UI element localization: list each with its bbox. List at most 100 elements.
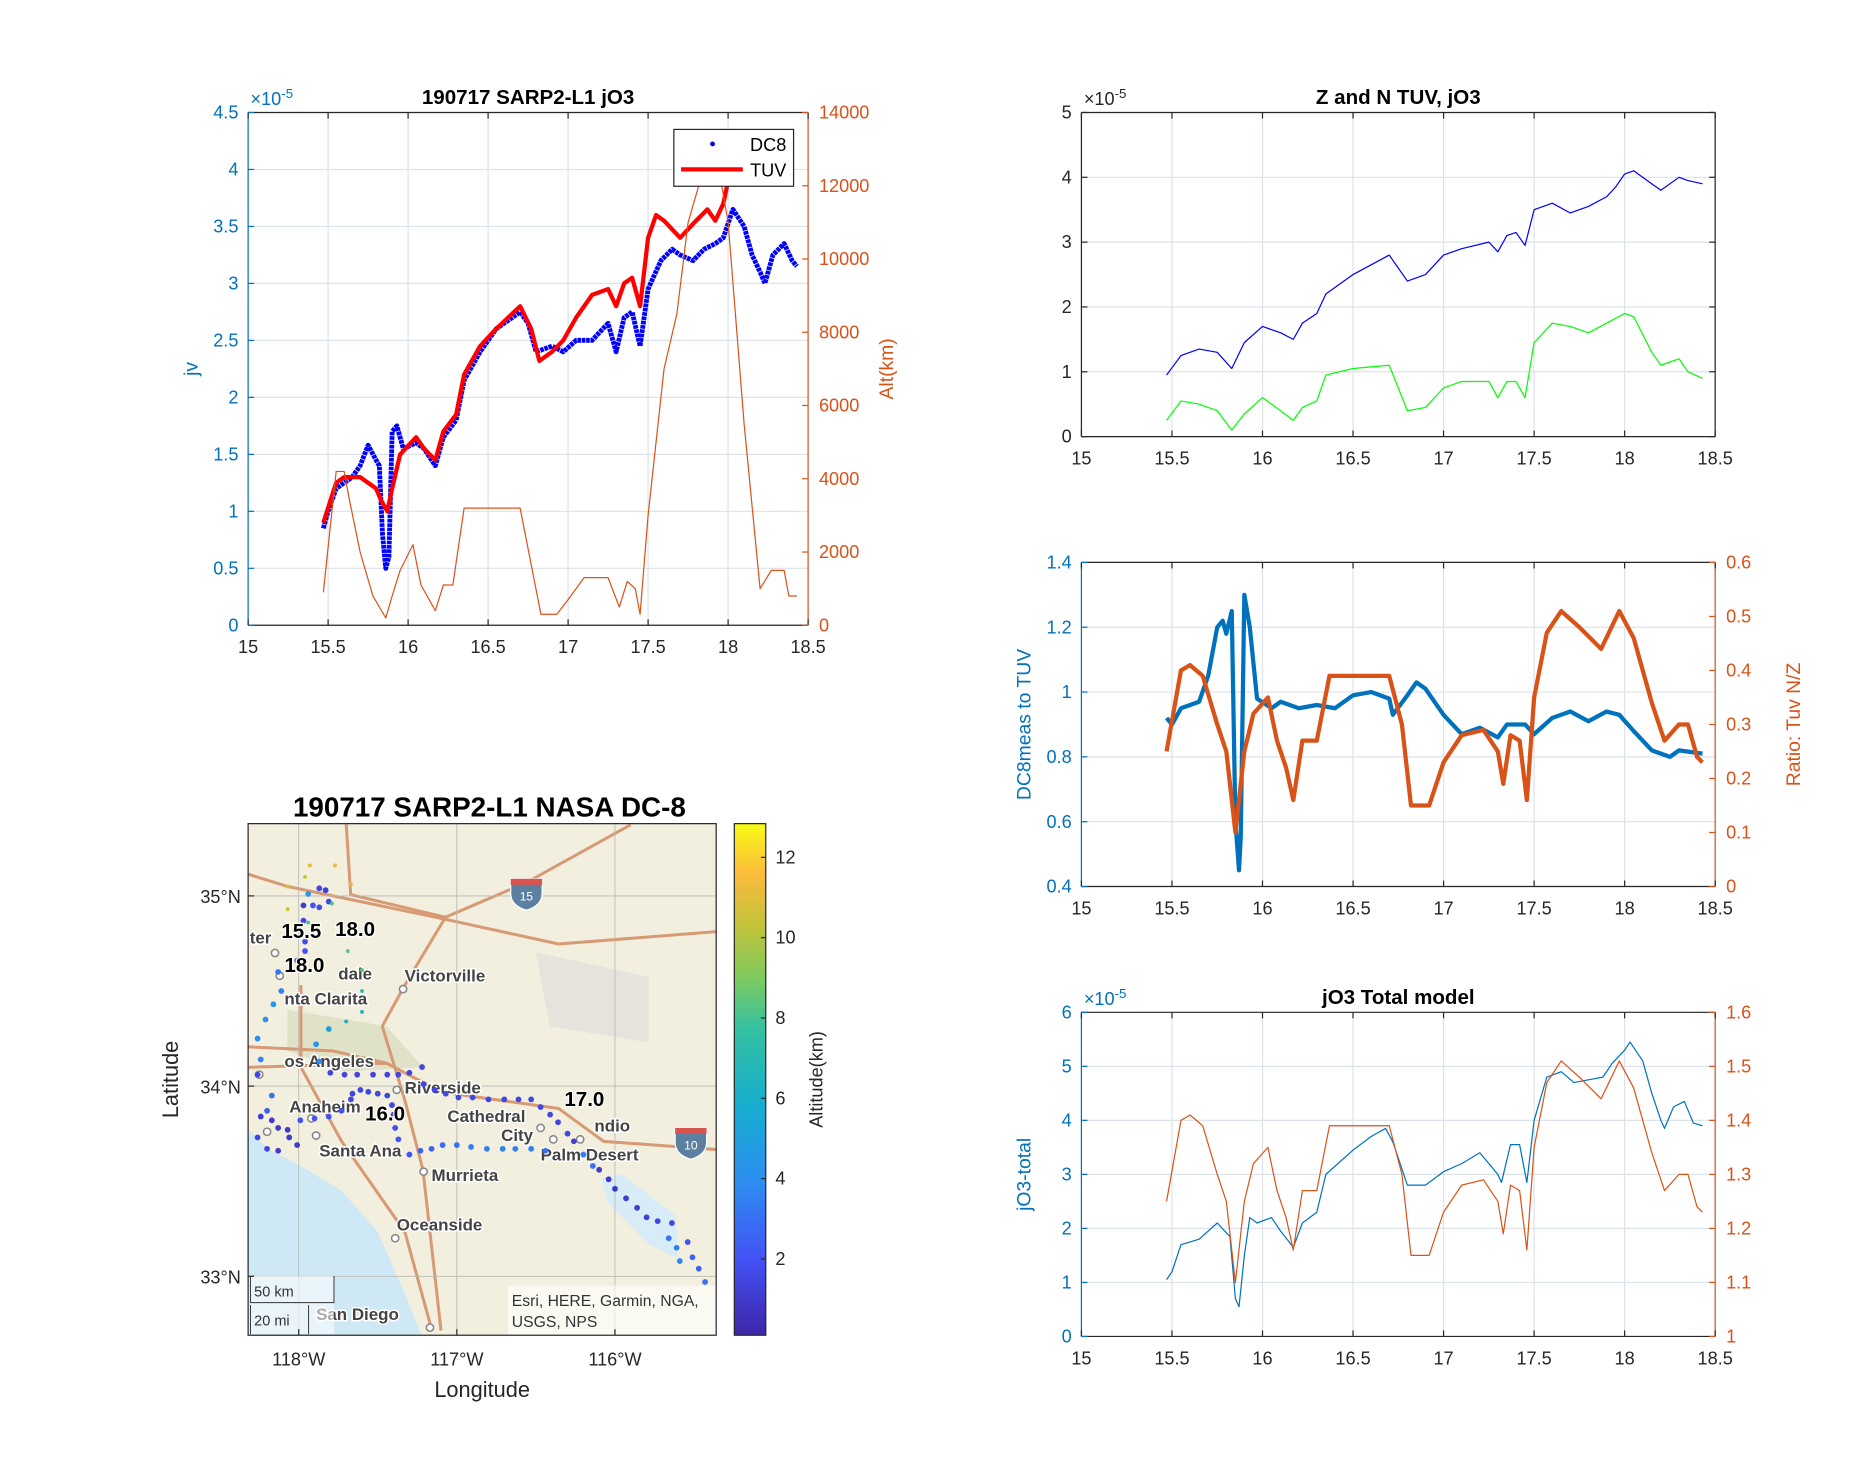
legend-box (673, 128, 795, 187)
series-line-tuv (321, 180, 731, 524)
x-tick-label: 18 (1615, 448, 1635, 468)
latitude-tick-label: 35°N (200, 887, 241, 907)
y-tick-label-right: 0 (1726, 877, 1736, 897)
y-tick-label-left: 1 (228, 501, 238, 521)
flight-track-point (305, 891, 312, 897)
y-tick-label-right: 4000 (819, 469, 859, 489)
chart-p2: 15 15.5 16 16.5 17 17.5 18 18.5 0 1 2 3 4 5 ×10-5 Z and… (1062, 86, 1733, 468)
flight-track-point (695, 1265, 702, 1272)
shield-icon (510, 878, 543, 911)
y-tick-label-right: 1.5 (1726, 1056, 1751, 1076)
x-tick-label: 16 (1252, 898, 1272, 918)
y-axis-label-right: Ratio: Tuv N/Z (1783, 662, 1805, 786)
series-line-z (1166, 170, 1703, 376)
longitude-tick-label: 116°W (588, 1349, 642, 1369)
flight-track-point (348, 882, 353, 887)
flight-track-point (547, 1111, 554, 1118)
x-tick-label: 16.5 (1335, 898, 1370, 918)
plot-area (1081, 112, 1716, 437)
flight-track-point (257, 1113, 264, 1120)
time-label: 16.0 (365, 1102, 405, 1125)
attribution-text: USGS, NPS (512, 1314, 598, 1331)
x-tick-label: 17.5 (1516, 448, 1551, 468)
colorbar-tick-label: 6 (775, 1088, 785, 1108)
latitude-tick-label: 34°N (200, 1077, 241, 1097)
flight-track-point (264, 1107, 270, 1114)
flight-track-point (284, 1126, 291, 1133)
y-tick-label-left: 3 (1062, 1164, 1072, 1184)
series-line-n (1166, 312, 1703, 431)
flight-track-point (294, 1142, 301, 1148)
flight-track-point (390, 1111, 397, 1118)
x-tick-label: 18 (718, 637, 738, 657)
desert-area (535, 952, 649, 1043)
road (248, 1061, 717, 1152)
shield-top (675, 1127, 707, 1134)
y-tick-label-left: 1.2 (1047, 617, 1072, 637)
y-tick-label-right: 2000 (819, 542, 859, 562)
scale-bar-background (249, 1275, 334, 1335)
town-marker (425, 1323, 435, 1333)
place-label: Victorville (405, 966, 486, 985)
y-axis-label-left: jv (180, 362, 202, 377)
road (248, 872, 717, 946)
flight-track-point (311, 1115, 318, 1122)
flight-track-point (420, 1081, 427, 1088)
legend-label: TUV (750, 161, 787, 181)
town-marker (311, 1131, 321, 1140)
flight-track-point (333, 863, 338, 868)
map-title: 190717 SARP2-L1 NASA DC-8 (293, 791, 686, 822)
latitude-tick-label: 33°N (200, 1268, 241, 1288)
x-tick-label: 18.5 (1698, 448, 1733, 468)
y-tick-label-left: 2 (228, 387, 238, 407)
x-tick-label: 16 (1252, 448, 1272, 468)
flight-track-point (338, 1107, 345, 1114)
colorbar-tick-label: 10 (775, 928, 795, 948)
interstate-shield: 15 (510, 878, 543, 911)
y-tick-label-left: 2 (1062, 297, 1072, 317)
exponent-power: -5 (1115, 86, 1127, 101)
y-exponent-label: ×10-5 (251, 86, 294, 109)
town-marker (548, 1134, 558, 1144)
chart-p1: 15 15.5 16 16.5 17 17.5 18 18.500.511.522.533.5… (180, 86, 897, 657)
y-tick-label-left: 0 (228, 615, 238, 635)
y-axis-label: Latitude (158, 1041, 183, 1118)
flight-track-point (370, 1071, 376, 1078)
colorbar-tick-label: 4 (775, 1169, 785, 1189)
town-marker (262, 1127, 272, 1137)
x-tick-label: 18.5 (1698, 898, 1733, 918)
y-tick-label-left: 4 (1062, 1110, 1072, 1130)
flight-track-point (344, 1019, 349, 1024)
flight-track-point (384, 1092, 391, 1099)
mountains (287, 1009, 423, 1072)
x-axis-label: Longitude (434, 1377, 530, 1402)
shield-number: 10 (684, 1139, 698, 1153)
flight-track-point (392, 1125, 399, 1131)
time-label: 17.0 (564, 1088, 604, 1111)
y-tick-label-right: 0.2 (1726, 769, 1751, 789)
y-tick-label-left: 1 (1062, 362, 1072, 382)
map-frame (247, 823, 717, 1336)
flight-track-point (406, 1069, 413, 1076)
exponent-base: ×10 (251, 89, 282, 109)
flight-track-point (485, 1096, 492, 1103)
flight-track-point (303, 874, 307, 879)
flight-track-point (374, 1090, 381, 1097)
place-label: Murrieta (432, 1166, 499, 1185)
x-tick-label: 16.5 (1335, 448, 1370, 468)
flight-track-point (316, 904, 323, 911)
chart-p3: 15 15.5 16 16.5 17 17.5 18 18.5 0.4 0.6 0.8 1 1.2 1.4… (1014, 552, 1805, 918)
flight-track-point (264, 1145, 270, 1152)
flight-track-point (499, 1145, 506, 1152)
attribution: Esri, HERE, Garmin, NGA, USGS, NPS (508, 1285, 717, 1336)
y-tick-label-left: 1 (1062, 1272, 1072, 1292)
flight-track-point (310, 902, 316, 909)
y-tick-label-left: 0.4 (1047, 877, 1072, 897)
attribution-background (508, 1285, 717, 1336)
flight-track-point (384, 1071, 391, 1078)
flight-track-point (302, 938, 308, 945)
y-tick-label-right: 0.3 (1726, 715, 1751, 735)
y-tick-label-left: 0.5 (213, 558, 238, 578)
y-tick-label-left: 3.5 (213, 216, 238, 236)
flight-track-point (268, 1117, 275, 1124)
